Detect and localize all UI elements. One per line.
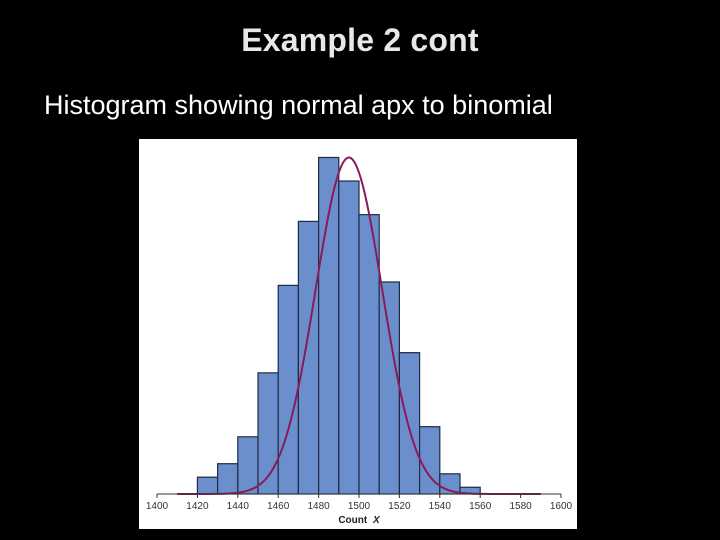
x-axis-title: Count X (338, 515, 381, 526)
bars-layer (196, 156, 481, 495)
x-tick-label: 1400 (146, 501, 169, 512)
x-tick-label: 1580 (509, 501, 532, 512)
x-tick-label: 1560 (469, 501, 492, 512)
x-ticks: 1400 1420 1440 1460 1480 1500 1520 1540 1560 1580… (146, 494, 573, 512)
histogram-bar (398, 352, 421, 495)
histogram-bar (216, 463, 239, 495)
histogram-chart: 1400 1420 1440 1460 1480 1500 1520 1540 1560 1580… (139, 139, 577, 529)
x-tick-label: 1520 (388, 501, 411, 512)
x-tick-label: 1420 (186, 501, 209, 512)
histogram-bar (196, 476, 219, 495)
x-tick-label: 1480 (307, 501, 330, 512)
x-tick-label: 1540 (429, 501, 452, 512)
histogram-bar (318, 156, 340, 495)
x-tick-label: 1600 (550, 501, 573, 512)
x-tick-label: 1500 (348, 501, 371, 512)
histogram-bar (237, 436, 259, 495)
histogram-bar (338, 180, 360, 495)
x-tick-label: 1440 (227, 501, 250, 512)
slide-title: Example 2 cont (241, 22, 479, 58)
histogram-bar (297, 220, 320, 495)
histogram-bar (378, 281, 400, 495)
slide-subtitle: Histogram showing normal apx to binomial (44, 90, 553, 120)
x-tick-label: 1460 (267, 501, 290, 512)
x-axis-title-var: X (372, 515, 381, 526)
histogram-svg: 1400 1420 1440 1460 1480 1500 1520 1540 1560 1580… (146, 156, 573, 526)
histogram-bar (277, 284, 299, 495)
x-axis-title-main: Count (338, 515, 368, 526)
